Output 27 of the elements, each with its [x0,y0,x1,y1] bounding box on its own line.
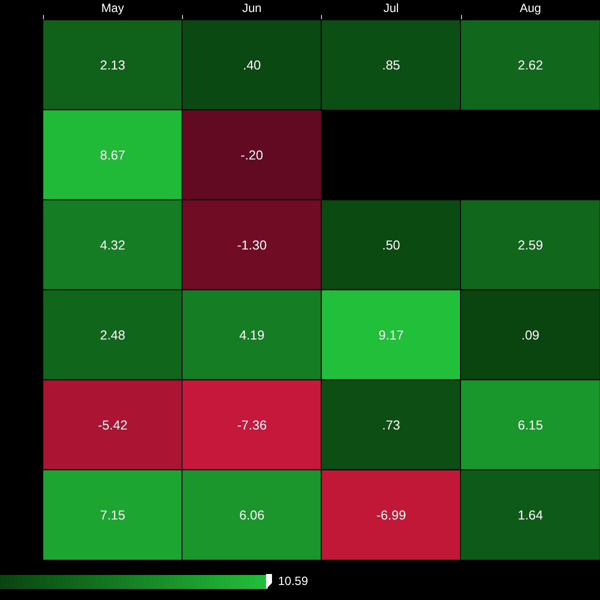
data-label: 2.13 [100,58,126,72]
x-tick-label: Aug [520,1,542,15]
data-label: -5.42 [98,418,128,432]
data-label: .85 [382,58,400,72]
data-label: .73 [382,418,400,432]
data-label: 4.32 [100,238,126,252]
x-tick-label: Jun [242,1,262,15]
data-label: 6.06 [239,508,265,522]
x-tick-label: May [101,1,124,15]
data-label: -1.30 [237,238,267,252]
data-label: 8.67 [100,148,126,162]
data-label: -.20 [240,148,264,162]
data-label: 1.64 [518,508,544,522]
data-label: .50 [382,238,400,252]
data-label: 6.15 [518,418,544,432]
text: 10.59 [278,574,308,588]
data-label: -6.99 [376,508,406,522]
data-label: -7.36 [237,418,267,432]
data-label: 9.17 [378,328,404,342]
data-label: 4.19 [239,328,265,342]
data-label: 2.48 [100,328,126,342]
data-label: 7.15 [100,508,126,522]
data-label: 2.59 [518,238,544,252]
data-label: .40 [242,58,261,72]
data-label: .09 [521,328,540,342]
data-label: 2.62 [518,58,544,72]
x-tick-label: Jul [383,1,399,15]
